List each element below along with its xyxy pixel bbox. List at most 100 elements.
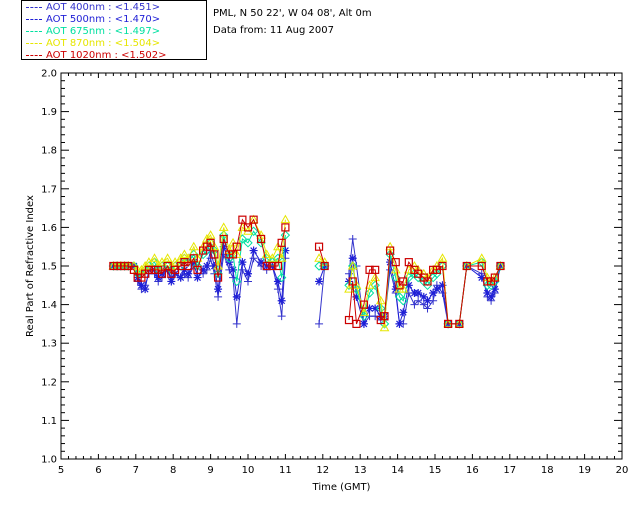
data-point (232, 276, 242, 287)
data-point (273, 261, 283, 271)
data-point (348, 277, 357, 286)
data-point (429, 289, 438, 298)
x-tick-label: 5 (58, 465, 64, 476)
data-point (281, 246, 290, 255)
y-tick-label: 1.0 (41, 455, 57, 466)
data-point (404, 258, 413, 267)
data-point (359, 300, 369, 309)
data-point (352, 292, 361, 301)
legend-label-870nm: AOT 870nm : <1.504> (46, 38, 161, 49)
data-point (496, 262, 505, 270)
data-point (281, 223, 290, 232)
data-point (432, 285, 441, 294)
data-point (193, 273, 202, 282)
data-point (214, 285, 223, 294)
legend-swatch-500nm (26, 18, 42, 20)
data-point (386, 246, 395, 255)
data-point (370, 280, 380, 291)
data-point (386, 265, 395, 274)
data-point (419, 300, 428, 309)
data-point (315, 319, 324, 328)
series-layer (108, 214, 506, 332)
x-tick-label: 8 (170, 465, 176, 476)
data-point (232, 319, 241, 328)
legend-label-400nm: AOT 400nm : <1.451> (46, 2, 161, 13)
legend-item-500nm: AOT 500nm : <1.470> (26, 14, 160, 26)
legend: AOT 400nm : <1.451> AOT 500nm : <1.470> … (21, 0, 207, 61)
data-point (344, 280, 354, 291)
y-tick-label: 2.0 (41, 69, 57, 80)
data-point (423, 304, 432, 313)
data-point (386, 258, 395, 267)
data-point (243, 238, 253, 248)
data-point (380, 312, 389, 321)
data-point (179, 249, 190, 258)
data-point (280, 214, 291, 224)
data-point (210, 250, 219, 259)
data-point (237, 234, 248, 244)
data-point (149, 253, 160, 262)
series-line (348, 248, 501, 325)
data-point (455, 319, 464, 328)
data-point (249, 254, 258, 263)
data-point (438, 261, 447, 271)
data-point (423, 296, 432, 305)
data-point (315, 277, 324, 286)
data-point (249, 215, 258, 224)
y-tick-label: 1.5 (41, 262, 57, 273)
data-point (437, 253, 448, 262)
x-tick-label: 17 (503, 465, 516, 476)
data-point (398, 296, 408, 306)
data-point (320, 261, 329, 271)
x-tick-label: 11 (279, 465, 292, 476)
data-point (244, 269, 252, 278)
y-tick-label: 1.3 (41, 339, 57, 350)
data-point (257, 258, 266, 267)
data-point (438, 281, 447, 290)
data-point (422, 280, 433, 291)
data-point (262, 261, 271, 271)
legend-label-1020nm: AOT 1020nm : <1.502> (46, 50, 167, 61)
axis-ticks: 5 6 7 8 9 10 11 12 13 14 15 16 17 18 19 20 1.0 1.1 1.2 1.3 1… (41, 69, 628, 477)
data-point (268, 261, 277, 271)
data-point (229, 265, 238, 274)
data-point (352, 319, 361, 328)
data-point (219, 242, 228, 251)
x-tick-label: 20 (616, 465, 629, 476)
data-point (348, 234, 357, 243)
y-tick-label: 1.6 (41, 223, 57, 234)
y-tick-label: 1.1 (41, 416, 57, 427)
legend-item-675nm: AOT 675nm : <1.497> (26, 26, 160, 38)
data-point (273, 277, 282, 286)
data-point (199, 265, 208, 274)
data-point (176, 273, 185, 282)
data-point (496, 261, 505, 271)
data-point (390, 264, 401, 274)
data-point (365, 304, 374, 313)
data-point (348, 254, 357, 263)
x-tick-label: 16 (466, 465, 479, 476)
data-point (184, 269, 193, 278)
data-point (385, 249, 395, 260)
data-point (243, 223, 253, 232)
y-tick-label: 1.2 (41, 377, 57, 388)
data-point (277, 238, 286, 247)
legend-swatch-675nm (26, 30, 42, 32)
data-point (399, 308, 408, 317)
legend-swatch-1020nm (26, 54, 42, 56)
legend-label-675nm: AOT 675nm : <1.497> (46, 26, 161, 37)
data-point (193, 265, 202, 274)
data-point (359, 307, 369, 316)
data-point (218, 222, 229, 231)
data-point (205, 230, 216, 239)
series-line (348, 246, 501, 328)
data-point (364, 288, 375, 298)
data-point (137, 281, 146, 290)
data-point (414, 289, 423, 298)
data-point (167, 277, 176, 286)
data-point (371, 265, 380, 274)
y-tick-label: 1.8 (41, 146, 57, 157)
data-point (404, 281, 413, 290)
data-point (477, 261, 486, 271)
data-point (162, 253, 173, 262)
